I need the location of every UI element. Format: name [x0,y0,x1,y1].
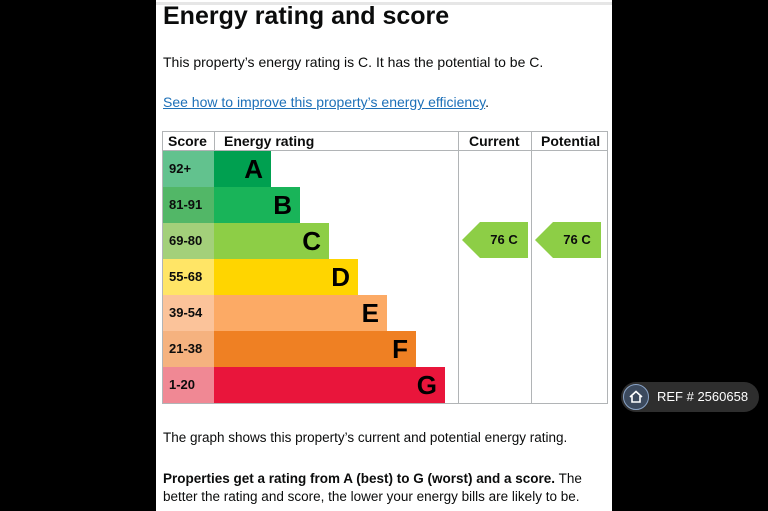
band-letter-c: C [302,226,321,256]
energy-rating-table [162,131,608,404]
band-score-f: 21-38 [163,331,214,367]
header-current: Current [469,133,520,149]
band-bar-b: B [214,187,300,223]
band-letter-g: G [416,370,437,400]
intro-text: This property’s energy rating is C. It h… [163,54,544,70]
header-energy-rating: Energy rating [224,133,315,149]
potential-arrow-shape [535,222,601,258]
page-title: Energy rating and score [163,2,450,30]
rating-explanation: Properties get a rating from A (best) to… [163,470,608,506]
improve-link-row: See how to improve this property’s energ… [163,94,489,110]
band-bar-a: A [214,151,271,187]
current-rating-value: 76 C [490,232,518,247]
band-bar-e: E [214,295,387,331]
current-arrow-shape [462,222,528,258]
band-score-a: 92+ [163,151,214,187]
band-score-c: 69-80 [163,223,214,259]
band-bar-f: F [214,331,416,367]
band-score-e: 39-54 [163,295,214,331]
reference-badge: REF # 2560658 [621,382,759,412]
potential-rating-value: 76 C [563,232,591,247]
band-score-d: 55-68 [163,259,214,295]
header-potential: Potential [541,133,601,149]
band-letter-f: F [392,334,408,364]
rating-explanation-rest: The better the rating and score, the low… [163,471,582,504]
header-divider [162,150,608,151]
rating-explanation-bold: Properties get a rating from A (best) to… [163,471,556,486]
improve-efficiency-link[interactable]: See how to improve this property’s energ… [163,94,486,110]
link-suffix: . [485,94,490,110]
band-score-b: 81-91 [163,187,214,223]
current-column-divider [458,131,459,404]
current-arrow-fill [462,222,528,258]
potential-arrow-fill [535,222,601,258]
band-bar-g: G [214,367,445,403]
band-letter-d: D [331,262,350,292]
header-score: Score [168,133,207,149]
potential-column-divider [531,131,532,404]
current-rating-arrow: 76 C [462,222,528,258]
band-letter-e: E [361,298,379,328]
graph-caption: The graph shows this property’s current … [163,430,568,445]
score-column-divider [214,131,215,151]
reference-text: REF # 2560658 [657,389,749,404]
band-letter-b: B [273,190,292,220]
home-icon [623,384,649,410]
potential-rating-arrow: 76 C [535,222,601,258]
band-letter-a: A [244,154,263,184]
band-bar-c: C [214,223,329,259]
band-score-g: 1-20 [163,367,214,403]
top-divider [156,2,612,5]
band-bar-d: D [214,259,358,295]
